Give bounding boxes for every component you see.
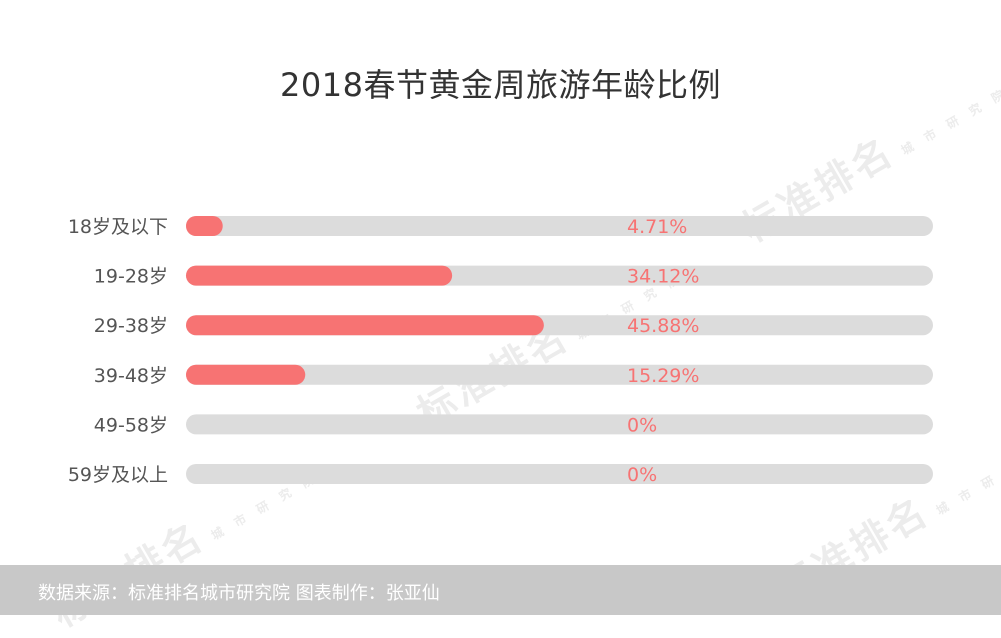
value-label: 34.12%: [627, 266, 699, 288]
value-label: 0%: [627, 464, 657, 486]
footer-source-text: 数据来源：标准排名城市研究院 图表制作：张亚仙: [38, 583, 440, 604]
category-label: 49-58岁: [94, 414, 168, 436]
bar-chart: 18岁及以下 4.71% 19-28岁 34.12% 29-38岁 45.88% 39-48…: [68, 216, 933, 486]
bar-track: [186, 464, 933, 484]
value-label: 0%: [627, 414, 657, 436]
bar-track: [186, 364, 933, 385]
bar: [186, 315, 544, 336]
category-label: 29-38岁: [94, 315, 168, 337]
category-label: 18岁及以下: [68, 216, 168, 238]
category-label: 19-28岁: [94, 266, 168, 288]
bar: [186, 216, 223, 236]
bar-track: [186, 216, 933, 236]
value-label: 15.29%: [627, 365, 699, 387]
bar: [186, 265, 453, 286]
bar-track: [186, 414, 933, 435]
bar: [186, 364, 306, 385]
category-label: 39-48岁: [94, 365, 168, 387]
value-label: 45.88%: [627, 315, 699, 337]
chart-title: 2018春节黄金周旅游年龄比例: [280, 66, 721, 104]
category-label: 59岁及以上: [68, 464, 168, 486]
value-label: 4.71%: [627, 216, 687, 238]
footer-bar: 数据来源：标准排名城市研究院 图表制作：张亚仙: [0, 565, 1001, 615]
